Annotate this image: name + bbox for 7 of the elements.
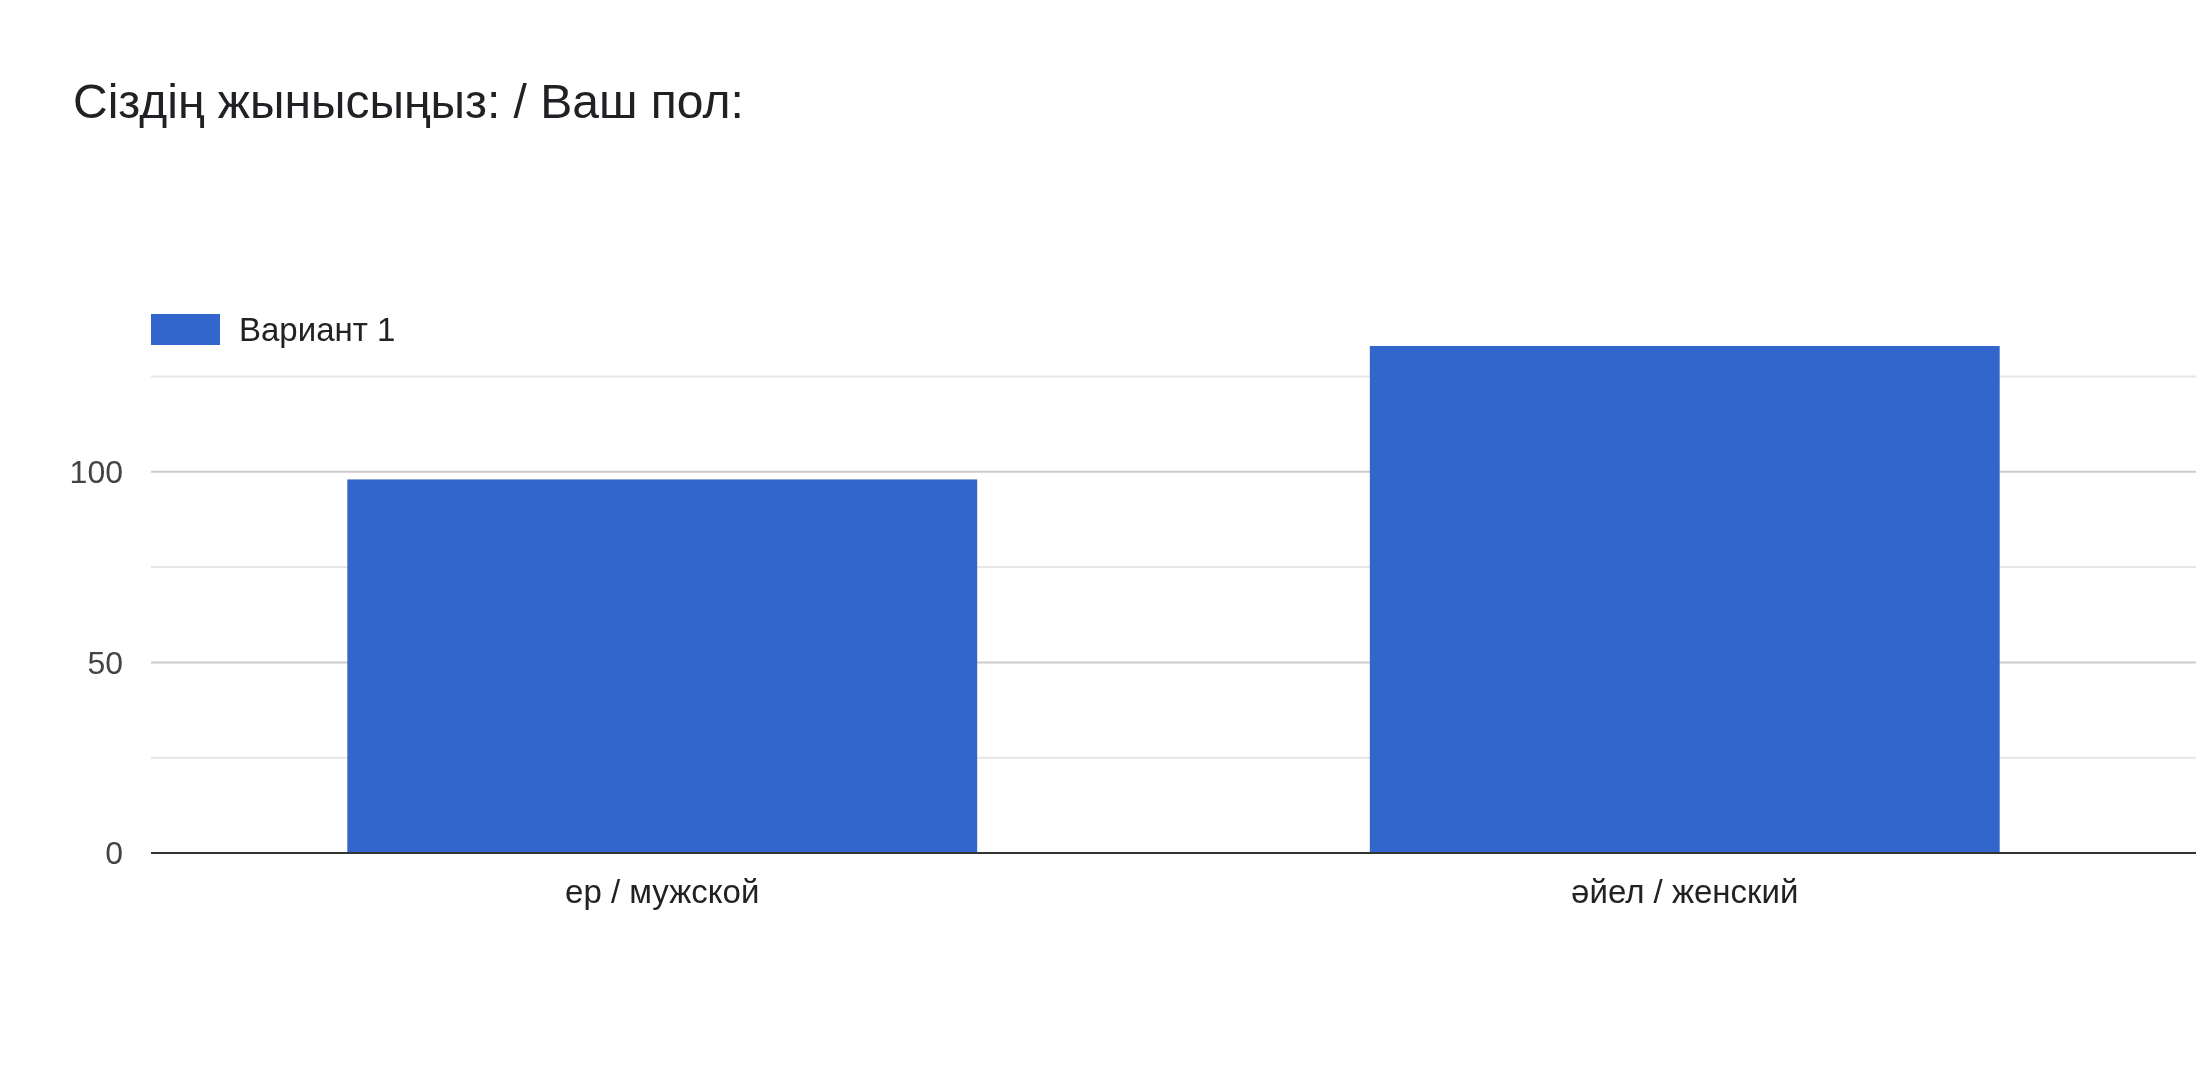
y-tick-label: 50 (87, 644, 123, 681)
x-tick-label: ер / мужской (565, 873, 760, 910)
y-tick-label: 100 (69, 454, 123, 490)
x-tick-label: әйел / женский (1571, 873, 1799, 910)
y-tick-label: 0 (105, 835, 123, 872)
chart-title: Сіздің жынысыңыз: / Ваш пол: (73, 75, 744, 128)
legend-label: Вариант 1 (239, 311, 396, 349)
